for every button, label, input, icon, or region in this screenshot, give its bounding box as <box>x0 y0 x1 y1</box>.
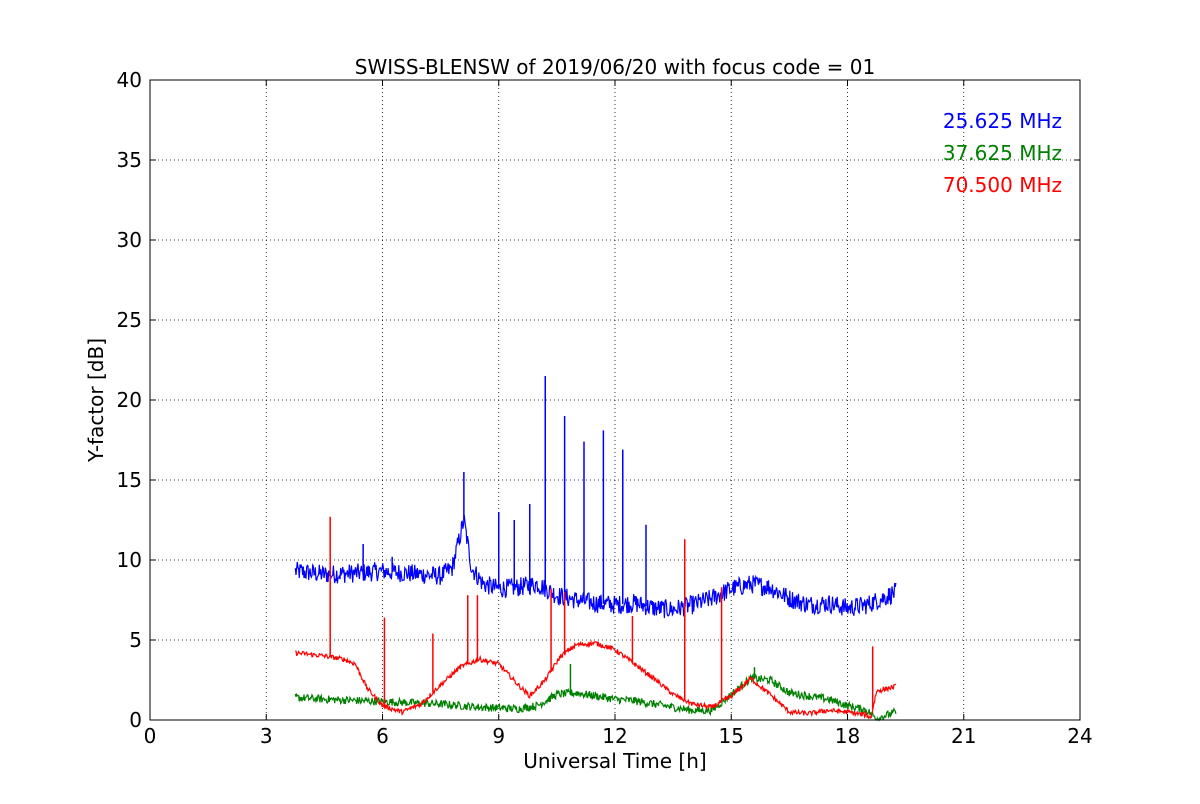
legend-entry: 25.625 MHz <box>943 109 1062 133</box>
y-tick-label: 35 <box>117 148 142 172</box>
x-tick-label: 3 <box>260 724 273 748</box>
series-3 <box>295 516 897 720</box>
grid <box>150 80 1080 720</box>
x-tick-label: 12 <box>602 724 627 748</box>
series-1 <box>294 376 897 619</box>
y-tick-label: 25 <box>117 308 142 332</box>
y-tick-label: 40 <box>117 68 142 92</box>
y-tick-label: 30 <box>117 228 142 252</box>
series-2 <box>294 664 897 722</box>
chart-title: SWISS-BLENSW of 2019/06/20 with focus co… <box>355 55 876 79</box>
y-axis-label: Y-factor [dB] <box>84 338 108 463</box>
series-line <box>295 639 897 720</box>
x-tick-label: 9 <box>492 724 505 748</box>
x-tick-label: 21 <box>951 724 976 748</box>
x-tick-label: 18 <box>835 724 860 748</box>
x-tick-label: 15 <box>719 724 744 748</box>
y-tick-label: 5 <box>129 628 142 652</box>
y-tick-label: 20 <box>117 388 142 412</box>
y-tick-label: 10 <box>117 548 142 572</box>
y-tick-label: 0 <box>129 708 142 732</box>
series-line <box>294 672 897 722</box>
y-tick-label: 15 <box>117 468 142 492</box>
x-tick-label: 24 <box>1067 724 1092 748</box>
x-tick-label: 0 <box>144 724 157 748</box>
x-axis-label: Universal Time [h] <box>523 749 706 773</box>
legend: 25.625 MHz 37.625 MHz 70.500 MHz <box>943 109 1062 197</box>
x-tick-label: 6 <box>376 724 389 748</box>
legend-entry: 70.500 MHz <box>943 173 1062 197</box>
series-layer <box>294 376 897 722</box>
series-line <box>294 514 897 619</box>
legend-entry: 37.625 MHz <box>943 141 1062 165</box>
ticks: 0 3 6 9 12 15 18 21 24 0 5 10 15 20 25 30 35 40 <box>117 68 1093 748</box>
